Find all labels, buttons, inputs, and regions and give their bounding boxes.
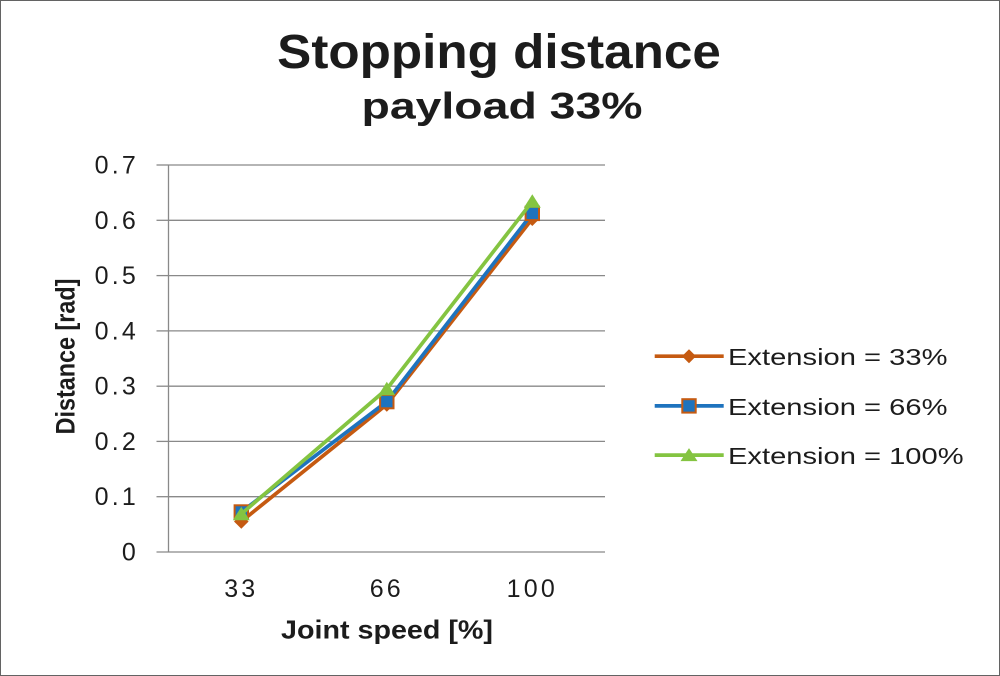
svg-text:33: 33: [224, 575, 258, 603]
svg-text:0.4: 0.4: [95, 317, 139, 345]
svg-text:Extension = 33%: Extension = 33%: [728, 344, 948, 370]
svg-text:Extension = 66%: Extension = 66%: [728, 394, 948, 420]
svg-text:Extension = 100%: Extension = 100%: [728, 443, 964, 469]
svg-text:0.2: 0.2: [95, 428, 139, 456]
svg-text:100: 100: [507, 575, 558, 603]
svg-text:0.6: 0.6: [95, 207, 139, 235]
svg-text:0: 0: [122, 539, 139, 567]
svg-text:Joint speed [%]: Joint speed [%]: [281, 614, 493, 644]
svg-text:0.3: 0.3: [95, 373, 139, 401]
svg-text:payload 33%: payload 33%: [362, 86, 643, 127]
svg-text:Distance [rad]: Distance [rad]: [51, 279, 81, 435]
svg-text:0.7: 0.7: [95, 152, 139, 180]
svg-text:66: 66: [370, 575, 404, 603]
svg-text:Stopping distance: Stopping distance: [277, 26, 721, 79]
svg-text:0.5: 0.5: [95, 262, 139, 290]
svg-text:0.1: 0.1: [95, 483, 139, 511]
